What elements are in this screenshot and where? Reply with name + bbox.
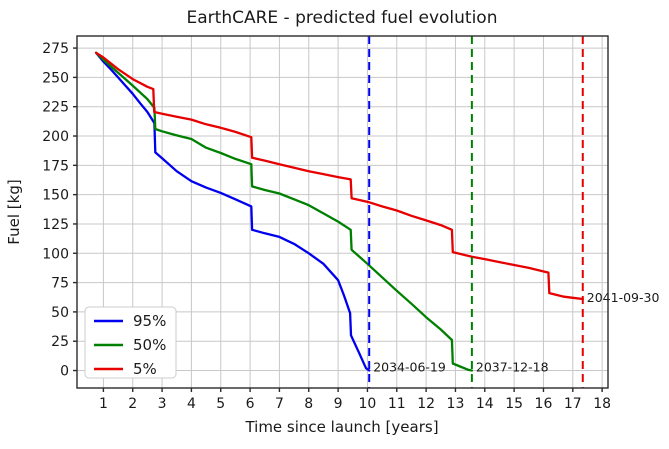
event-layer: 2034-06-19 2037-12-18 2041-09-30 <box>368 36 660 388</box>
y-tick-label: 125 <box>42 217 69 233</box>
x-tick-label: 3 <box>158 396 167 412</box>
grid-layer <box>77 36 608 388</box>
x-tick-label: 18 <box>593 396 611 412</box>
x-tick-label: 15 <box>505 396 523 412</box>
tick-layer: 1 2 3 4 5 6 7 8 9 10 11 12 13 14 15 16 17 180255075100125… <box>42 41 611 412</box>
legend-label-5pct: 5% <box>133 360 157 378</box>
event-date-label-2037-12-18: 2037-12-18 <box>476 360 549 375</box>
x-tick-label: 4 <box>187 396 196 412</box>
series-line-50pct <box>94 51 474 372</box>
x-tick-label: 11 <box>388 396 406 412</box>
series-layer <box>94 51 584 372</box>
series-line-95pct <box>94 51 371 372</box>
x-tick-label: 5 <box>216 396 225 412</box>
x-tick-label: 10 <box>359 396 377 412</box>
x-tick-label: 17 <box>564 396 582 412</box>
x-axis-label: Time since launch [years] <box>244 418 438 436</box>
x-tick-label: 1 <box>99 396 108 412</box>
y-tick-label: 100 <box>42 246 69 262</box>
x-tick-label: 9 <box>334 396 343 412</box>
x-tick-label: 16 <box>535 396 553 412</box>
y-tick-label: 0 <box>60 364 69 380</box>
y-tick-label: 200 <box>42 129 69 145</box>
legend-label-50pct: 50% <box>133 336 166 354</box>
series-line-5pct <box>94 51 584 301</box>
y-tick-label: 150 <box>42 188 69 204</box>
chart-title: EarthCARE - predicted fuel evolution <box>187 8 498 28</box>
y-tick-label: 50 <box>51 305 69 321</box>
x-tick-label: 13 <box>447 396 465 412</box>
legend-rows: 95% 50% 5% <box>94 312 166 378</box>
y-tick-label: 275 <box>42 41 69 57</box>
legend-box <box>84 306 177 379</box>
legend: 95% 50% 5% <box>84 306 177 379</box>
y-axis-label: Fuel [kg] <box>5 179 23 244</box>
y-tick-label: 75 <box>51 276 69 292</box>
x-tick-label: 12 <box>417 396 435 412</box>
x-tick-label: 8 <box>304 396 313 412</box>
x-tick-label: 14 <box>476 396 494 412</box>
y-tick-label: 250 <box>42 70 69 86</box>
x-tick-label: 6 <box>246 396 255 412</box>
x-tick-label: 7 <box>275 396 284 412</box>
event-date-label-2041-09-30: 2041-09-30 <box>587 290 660 305</box>
y-tick-label: 225 <box>42 100 69 116</box>
event-date-label-2034-06-19: 2034-06-19 <box>373 360 446 375</box>
y-tick-label: 175 <box>42 158 69 174</box>
plot-area-border <box>76 35 609 389</box>
y-tick-label: 25 <box>51 334 69 350</box>
legend-label-95pct: 95% <box>133 312 166 330</box>
x-tick-label: 2 <box>128 396 137 412</box>
